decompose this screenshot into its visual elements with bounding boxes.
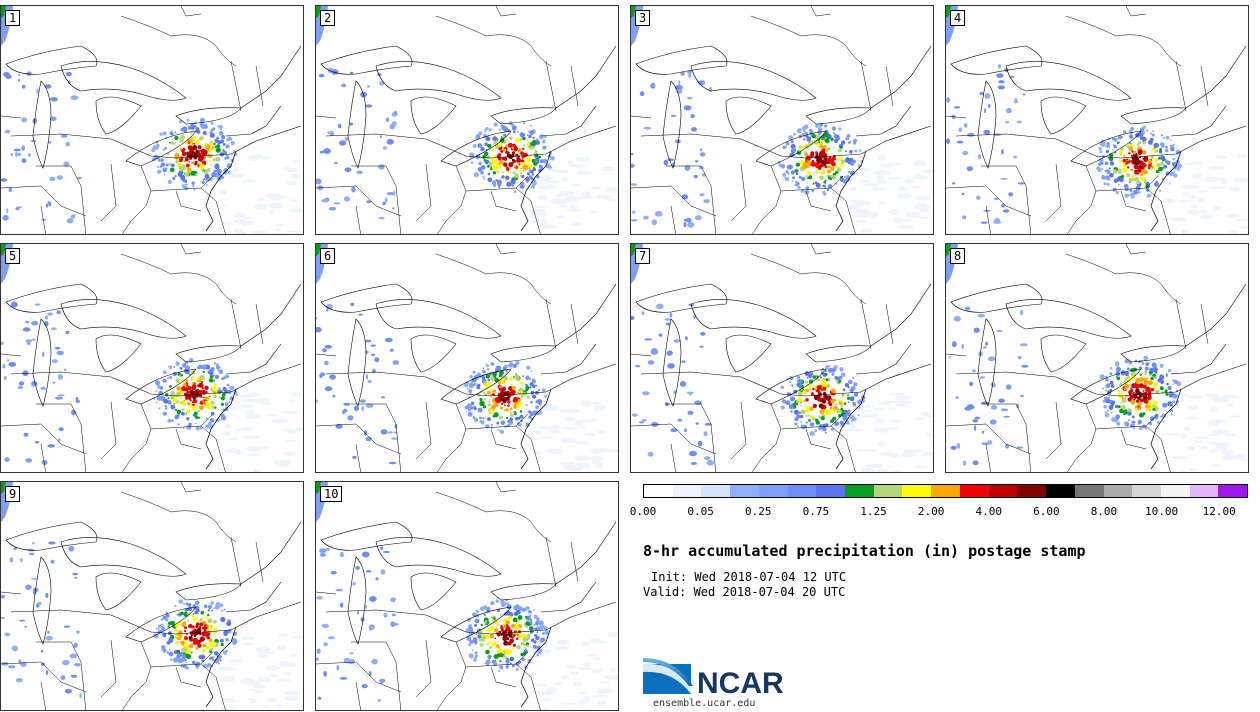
colorbar-swatch	[902, 485, 932, 497]
ensemble-member-panel: 9	[0, 481, 304, 711]
ensemble-member-panel: 7	[630, 243, 934, 473]
ensemble-member-panel: 1	[0, 5, 304, 235]
colorbar-tick-label: 0.00	[629, 505, 657, 518]
ensemble-member-panel: 4	[945, 5, 1249, 235]
colorbar-tick-label: 0.05	[687, 505, 714, 518]
colorbar-swatch	[1218, 485, 1248, 497]
colorbar-swatch	[701, 485, 731, 497]
precipitation-colorbar	[643, 484, 1248, 498]
colorbar-swatch	[1074, 485, 1104, 497]
colorbar-tick-label: 0.75	[802, 505, 830, 518]
member-number-label: 10	[320, 486, 343, 502]
member-number-label: 3	[635, 10, 651, 26]
member-number-label: 6	[320, 248, 336, 264]
colorbar-swatch	[988, 485, 1018, 497]
colorbar-swatch	[1189, 485, 1219, 497]
member-number-label: 8	[950, 248, 966, 264]
ensemble-member-panel: 3	[630, 5, 934, 235]
colorbar-swatch	[931, 485, 960, 497]
colorbar-tick-label: 12.00	[1202, 505, 1236, 518]
ensemble-member-panel: 2	[315, 5, 619, 235]
member-number-label: 7	[635, 248, 651, 264]
member-number-label: 1	[5, 10, 21, 26]
colorbar-swatch	[1160, 485, 1190, 497]
ensemble-member-panel: 8	[945, 243, 1249, 473]
website-url: ensemble.ucar.edu	[653, 698, 756, 709]
colorbar-swatch	[787, 485, 817, 497]
svg-text:NCAR: NCAR	[697, 667, 784, 698]
member-number-label: 4	[950, 10, 966, 26]
colorbar-swatch	[873, 485, 903, 497]
colorbar-tick-label: 4.00	[975, 505, 1002, 518]
colorbar-tick-label: 2.00	[917, 505, 945, 518]
init-time: Init: Wed 2018-07-04 12 UTC	[651, 570, 847, 584]
colorbar-swatch	[1017, 485, 1047, 497]
valid-time: Valid: Wed 2018-07-04 20 UTC	[643, 585, 846, 599]
ensemble-member-panel: 10	[315, 481, 619, 711]
colorbar-tick-label: 8.00	[1090, 505, 1118, 518]
colorbar-swatch	[730, 485, 759, 497]
colorbar-swatch	[816, 485, 846, 497]
member-number-label: 9	[5, 486, 21, 502]
member-number-label: 5	[5, 248, 21, 264]
colorbar-swatch	[644, 485, 673, 497]
ensemble-member-panel: 6	[315, 243, 619, 473]
colorbar-tick-label: 0.25	[744, 505, 772, 518]
chart-title: 8-hr accumulated precipitation (in) post…	[643, 542, 1086, 560]
member-number-label: 2	[320, 10, 336, 26]
colorbar-swatch	[959, 485, 989, 497]
colorbar-swatch	[1132, 485, 1161, 497]
ncar-logo: NCAR	[643, 658, 784, 698]
colorbar-swatch	[1046, 485, 1075, 497]
colorbar-swatch	[1103, 485, 1133, 497]
colorbar-swatch	[845, 485, 874, 497]
colorbar-swatch	[672, 485, 702, 497]
colorbar-tick-label: 1.25	[860, 505, 887, 518]
ensemble-member-panel: 5	[0, 243, 304, 473]
colorbar-swatch	[758, 485, 788, 497]
colorbar-tick-label: 10.00	[1145, 505, 1179, 518]
colorbar-tick-label: 6.00	[1033, 505, 1060, 518]
